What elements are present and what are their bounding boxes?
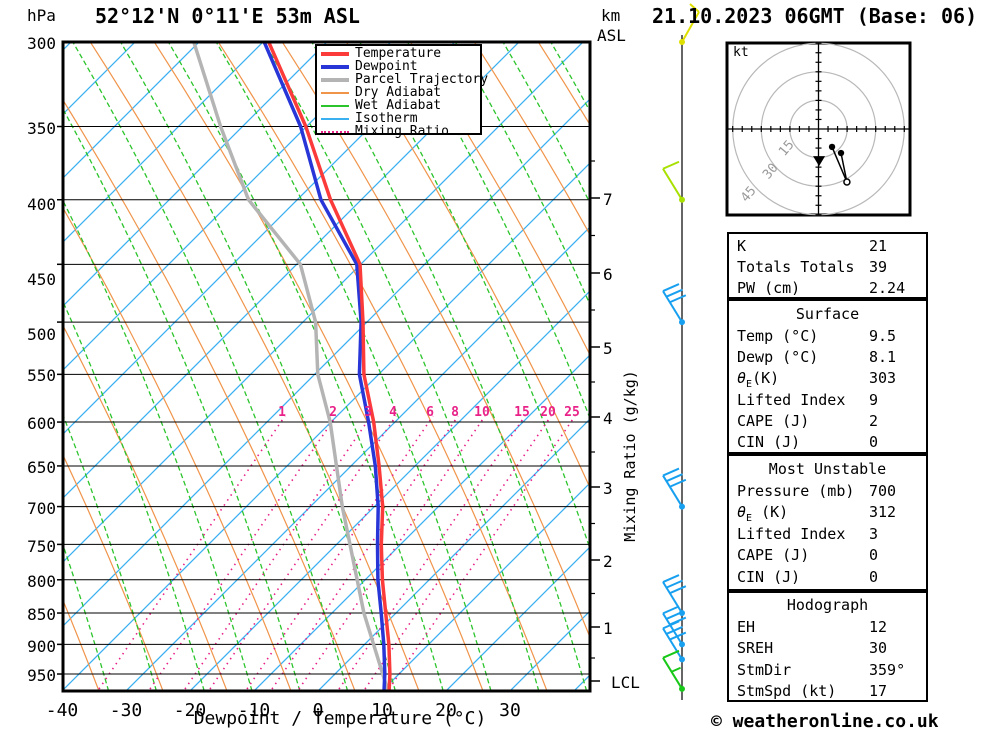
table-row: Totals Totals 39 <box>737 258 888 276</box>
table-row: SREH 30 <box>737 639 888 657</box>
lcl-label: LCL <box>611 673 640 692</box>
table-row: EH 12 <box>737 618 888 636</box>
table-row-theta-e: θE(K) 303 <box>737 369 897 390</box>
mixing-label-3: 3 <box>364 405 372 420</box>
wet-adiabat-line-swatch <box>321 104 349 107</box>
km-axis-unit: km <box>601 6 621 25</box>
table-row: StmSpd (kt) 17 <box>737 682 888 700</box>
pressure-tick-500: 500 <box>27 325 56 344</box>
mixing-label-6: 6 <box>426 405 434 420</box>
x-tick--40: -40 <box>45 700 79 721</box>
table-row: CIN (J) 0 <box>737 433 879 451</box>
pressure-tick-950: 950 <box>27 666 56 685</box>
mixing-label-20: 20 <box>540 405 556 420</box>
legend-item-dry-adiabat: Dry Adiabat <box>321 85 441 100</box>
pressure-tick-400: 400 <box>27 195 56 214</box>
pressure-tick-550: 550 <box>27 366 56 385</box>
table-row: Temp (°C) 9.5 <box>737 327 897 345</box>
mixing-label-1: 1 <box>278 405 286 420</box>
hodograph-table-title: Hodograph <box>786 596 869 614</box>
km-tick-1: 1 <box>603 619 613 638</box>
pressure-tick-700: 700 <box>27 499 56 518</box>
asl-axis-unit: ASL <box>597 26 626 45</box>
pressure-unit-label: hPa <box>27 6 56 25</box>
legend-item-isotherm: Isotherm <box>321 111 418 126</box>
km-tick-2: 2 <box>603 552 613 571</box>
table-row: CIN (J) 0 <box>737 568 879 586</box>
km-tick-3: 3 <box>603 479 613 498</box>
x-tick--10: -10 <box>237 700 271 721</box>
legend-item-temperature: Temperature <box>321 46 441 61</box>
legend-item-mixing-ratio: Mixing Ratio <box>321 124 449 139</box>
x-tick--30: -30 <box>109 700 143 721</box>
legend: Temperature Dewpoint Parcel Trajectory D… <box>315 44 488 139</box>
mixing-label-10: 10 <box>474 405 490 420</box>
hodograph-unit-label: kt <box>733 45 749 60</box>
date-title: 21.10.2023 06GMT (Base: 06) <box>652 4 978 28</box>
station-title: 52°12'N 0°11'E 53m ASL <box>95 4 360 28</box>
pressure-tick-800: 800 <box>27 572 56 591</box>
pressure-tick-650: 650 <box>27 458 56 477</box>
x-tick-0: 0 <box>312 700 324 721</box>
pressure-tick-850: 850 <box>27 605 56 624</box>
copyright-footer: © weatheronline.co.uk <box>711 711 939 732</box>
table-row: Lifted Index 9 <box>737 391 879 409</box>
mixing-label-15: 15 <box>514 405 530 420</box>
km-tick-4: 4 <box>603 409 613 428</box>
table-row: CAPE (J) 2 <box>737 412 879 430</box>
table-row: Pressure (mb) 700 <box>737 482 897 500</box>
legend-item-parcel: Parcel Trajectory <box>321 72 488 87</box>
table-row: Lifted Index 3 <box>737 525 879 543</box>
pressure-tick-900: 900 <box>27 637 56 656</box>
pressure-tick-600: 600 <box>27 414 56 433</box>
km-tick-7: 7 <box>603 190 613 209</box>
most-unstable-table-title: Most Unstable <box>768 460 887 478</box>
dry-adiabat-line-swatch <box>321 91 349 94</box>
table-row: Dewp (°C) 8.1 <box>737 348 897 366</box>
mixing-label-2: 2 <box>329 405 337 420</box>
isotherm-line-swatch <box>321 117 349 120</box>
mixing-ratio-axis-label: Mixing Ratio (g/kg) <box>621 370 639 542</box>
surface-table-title: Surface <box>795 305 860 323</box>
legend-item-dewpoint: Dewpoint <box>321 59 418 74</box>
pressure-tick-750: 750 <box>27 537 56 556</box>
km-tick-5: 5 <box>603 339 613 358</box>
temperature-line-swatch <box>321 51 349 56</box>
dewpoint-line-swatch <box>321 64 349 69</box>
table-row: CAPE (J) 0 <box>737 546 879 564</box>
km-tick-6: 6 <box>603 265 613 284</box>
most-unstable-table: Most Unstable Pressure (mb) 700 θE (K) 312… <box>727 454 928 591</box>
x-tick-10: 10 <box>371 700 393 721</box>
indices-table: K 21 Totals Totals 39 PW (cm) 2.24 <box>727 232 928 299</box>
x-tick-30: 30 <box>499 700 521 721</box>
x-axis-title: Dewpoint / Temperature (°C) <box>193 708 487 729</box>
surface-table: Surface Temp (°C) 9.5 Dewp (°C) 8.1 θE(K) 3… <box>727 299 928 454</box>
table-row: StmDir 359° <box>737 661 906 679</box>
hodograph-table: Hodograph EH 12 SREH 30 StmDir 359° StmSpd … <box>727 591 928 702</box>
table-row: PW (cm) 2.24 <box>737 279 906 297</box>
parcel-line-swatch <box>321 77 349 82</box>
pressure-tick-450: 450 <box>27 270 56 289</box>
mixing-label-4: 4 <box>389 405 397 420</box>
table-row: K 21 <box>737 237 888 255</box>
table-row-theta-e: θE (K) 312 <box>737 503 897 524</box>
x-tick-20: 20 <box>435 700 457 721</box>
pressure-tick-350: 350 <box>27 119 56 138</box>
mixing-label-8: 8 <box>451 405 459 420</box>
mixing-label-25: 25 <box>564 405 580 420</box>
pressure-tick-300: 300 <box>27 34 56 53</box>
legend-item-wet-adiabat: Wet Adiabat <box>321 98 441 113</box>
mixing-ratio-line-swatch <box>321 130 349 133</box>
x-tick--20: -20 <box>173 700 207 721</box>
